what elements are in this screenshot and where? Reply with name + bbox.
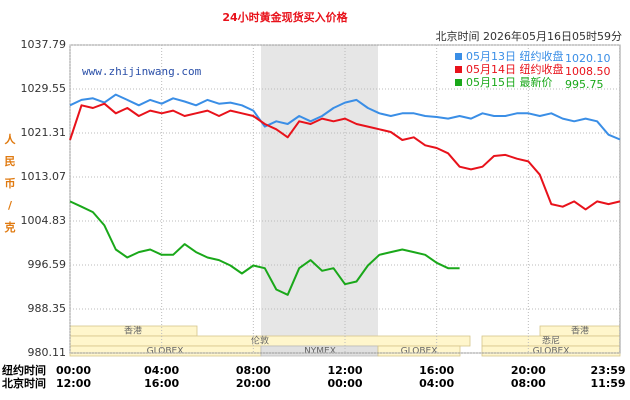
y-tick-label: 1004.83: [21, 214, 67, 227]
y-tick-label: 996.59: [28, 258, 67, 271]
session-label: GLOBEX: [533, 347, 570, 357]
x-tick-label-beijing: 00:00: [327, 377, 362, 390]
y-axis-label-char: 民: [5, 155, 16, 168]
x-tick-label-beijing: 11:59: [591, 377, 626, 390]
timestamp: 北京时间 2026年05月16日05时59分: [436, 29, 622, 43]
y-tick-label: 1021.31: [21, 126, 67, 139]
session-label: GLOBEX: [401, 347, 438, 357]
y-axis-label-char: 克: [5, 220, 16, 234]
price-line: [69, 93, 621, 141]
session-bar: [377, 345, 461, 357]
chart-title: 24小时黄金现货买入价格: [222, 10, 348, 24]
legend-label: 05月15日 最新价: [466, 75, 553, 89]
x-tick-label: 04:00: [144, 364, 179, 377]
nymex-shade: [261, 45, 378, 353]
y-axis-label-char: /: [8, 199, 13, 212]
legend-swatch: [455, 53, 462, 60]
session-label: NYMEX: [304, 347, 336, 357]
x-tick-label: 23:59: [591, 364, 626, 377]
session-label: 香港: [571, 325, 589, 337]
watermark: www.zhijinwang.com: [82, 65, 202, 78]
y-tick-label: 1029.55: [21, 82, 67, 95]
session-bar: [69, 335, 471, 347]
y-tick-label: 1013.07: [21, 170, 67, 183]
legend-swatch: [455, 79, 462, 86]
session-label: GLOBEX: [147, 347, 184, 357]
session-label: 悉尼: [542, 335, 560, 347]
legend-value: 1008.50: [565, 65, 611, 78]
x-tick-label-beijing: 16:00: [144, 377, 179, 390]
legend-label: 05月13日 纽约收盘: [466, 49, 564, 63]
y-tick-label: 980.11: [28, 346, 67, 359]
y-axis-label-char: 人: [5, 132, 17, 146]
price-line: [69, 200, 460, 296]
x-tick-label: 08:00: [236, 364, 271, 377]
x-tick-label-beijing: 20:00: [236, 377, 271, 390]
x-tick-label-beijing: 12:00: [56, 377, 91, 390]
y-axis-label: 人民币 / 克: [5, 132, 17, 234]
y-tick-label: 1037.79: [21, 38, 67, 51]
x-tick-label: 20:00: [511, 364, 546, 377]
x-row-label: 纽约时间: [2, 363, 46, 377]
x-tick-label: 12:00: [327, 364, 362, 377]
legend-label: 05月14日 纽约收盘: [466, 62, 564, 76]
y-axis-label-char: 币: [5, 177, 16, 190]
x-tick-label-beijing: 08:00: [511, 377, 546, 390]
price-line: [69, 102, 621, 211]
x-tick-label-beijing: 04:00: [419, 377, 454, 390]
session-label: 香港: [124, 325, 142, 337]
session-label: 伦敦: [251, 335, 269, 347]
x-tick-label: 00:00: [56, 364, 91, 377]
legend-value: 995.75: [565, 78, 604, 91]
x-tick-label: 16:00: [419, 364, 454, 377]
y-tick-label: 988.35: [28, 302, 67, 315]
x-row-label: 北京时间: [2, 376, 46, 390]
legend-value: 1020.10: [565, 52, 611, 65]
legend-swatch: [455, 66, 462, 73]
